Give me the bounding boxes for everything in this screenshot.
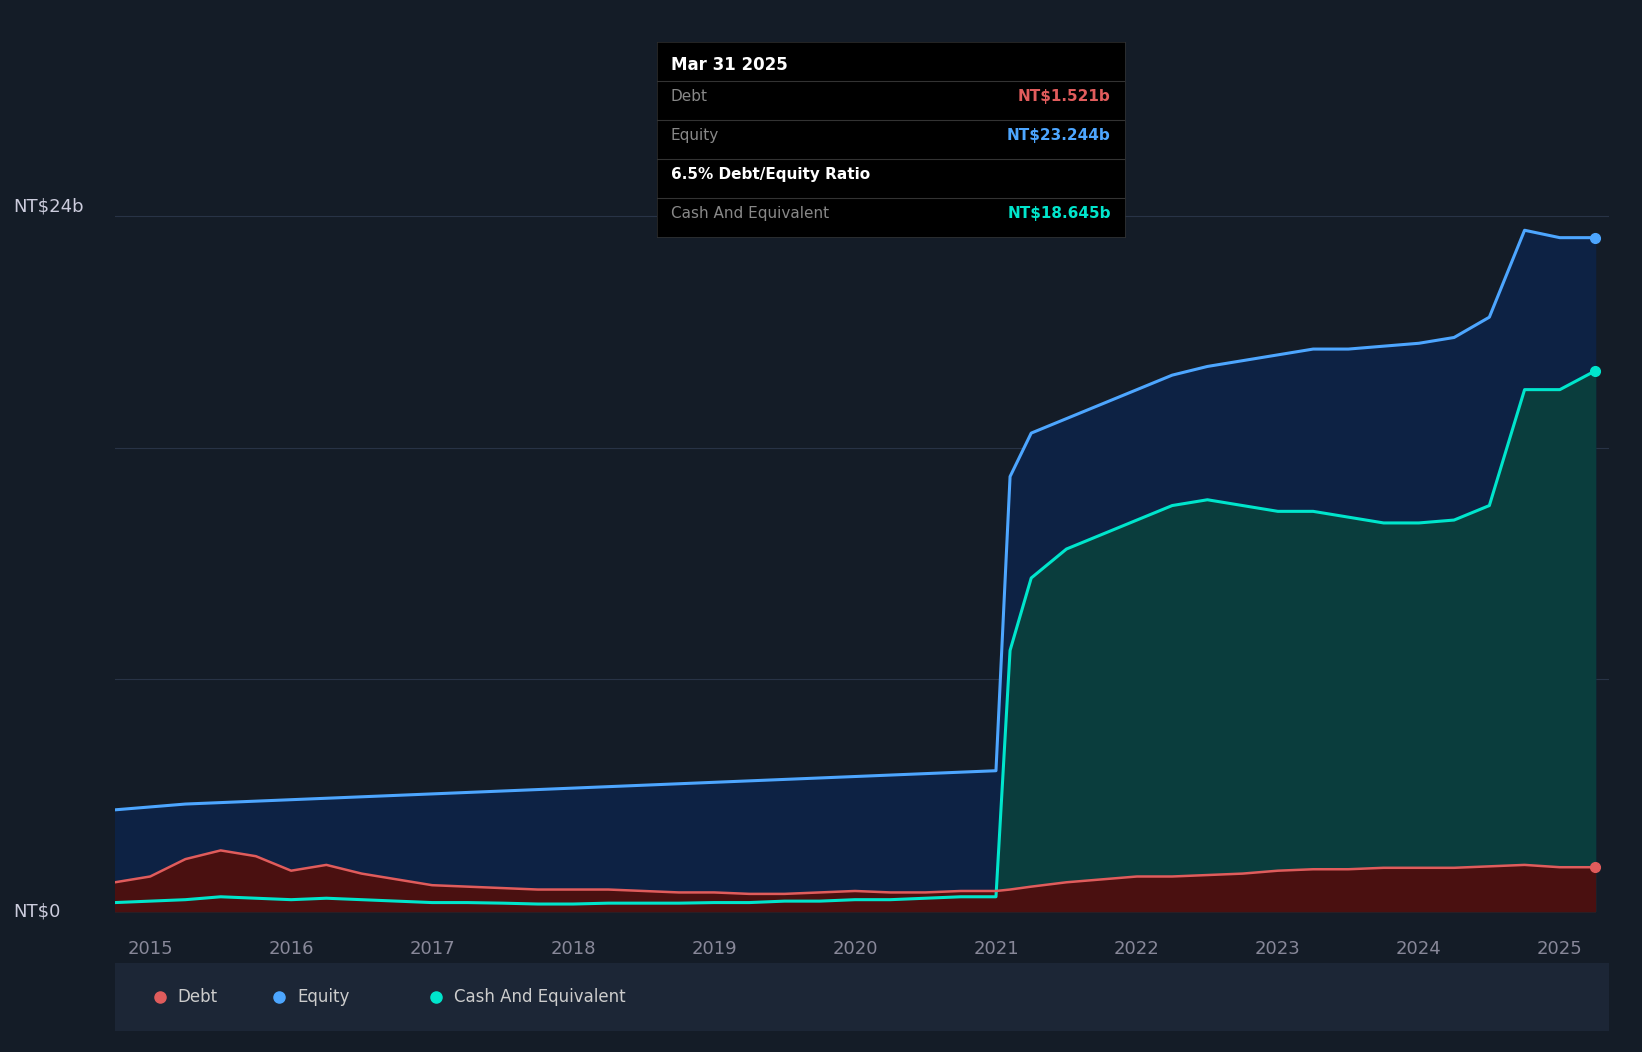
Text: Equity: Equity [672,127,719,143]
Text: NT$24b: NT$24b [13,198,84,216]
Text: Equity: Equity [297,988,350,1006]
Text: Debt: Debt [177,988,218,1006]
Text: Cash And Equivalent: Cash And Equivalent [672,205,829,221]
Text: Debt: Debt [672,88,708,104]
Text: 6.5% Debt/Equity Ratio: 6.5% Debt/Equity Ratio [672,166,870,182]
Text: NT$23.244b: NT$23.244b [1007,127,1110,143]
Text: Mar 31 2025: Mar 31 2025 [672,56,788,74]
Text: NT$1.521b: NT$1.521b [1018,88,1110,104]
Text: NT$18.645b: NT$18.645b [1007,205,1110,221]
Text: Cash And Equivalent: Cash And Equivalent [455,988,626,1006]
Text: NT$0: NT$0 [13,903,61,920]
